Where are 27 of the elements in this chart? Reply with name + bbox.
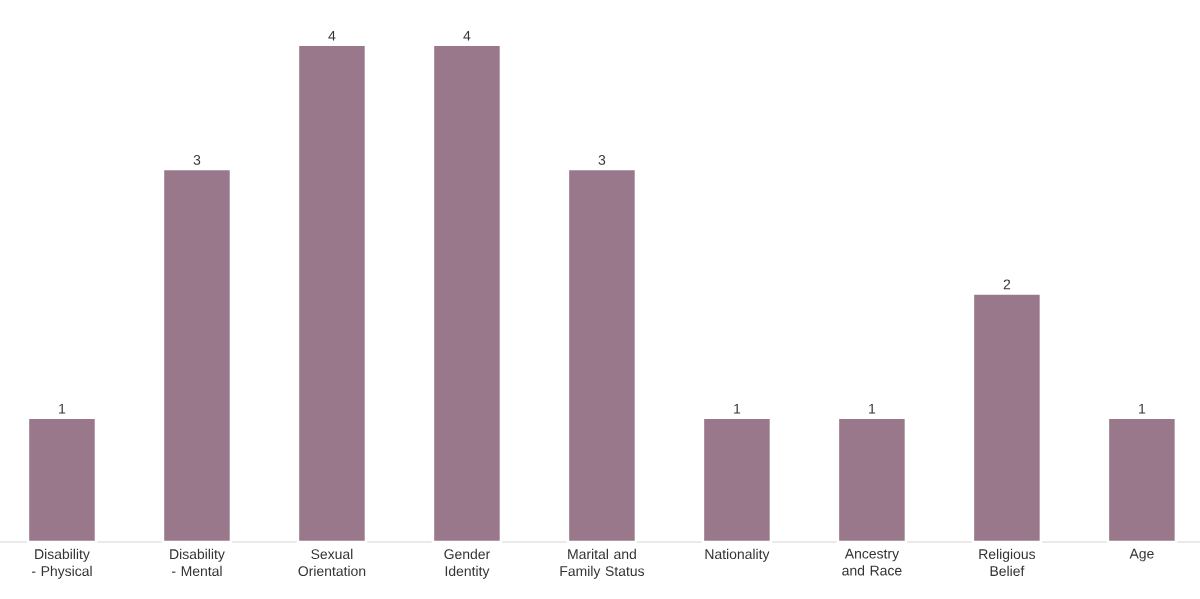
x-tick-label: Sexual Orientation	[298, 548, 366, 577]
data-label: 3	[598, 154, 606, 165]
data-label: 4	[463, 30, 471, 41]
bar	[1106, 416, 1178, 544]
data-label: 1	[59, 403, 66, 414]
x-tick-label: Religious Belief	[979, 548, 1036, 577]
bar	[26, 416, 98, 544]
bar	[296, 43, 368, 544]
x-tick-label: Marital and Family Status	[560, 548, 645, 579]
bar	[431, 43, 503, 544]
bar	[566, 167, 638, 544]
x-tick-label: Age	[1129, 548, 1154, 562]
data-label: 2	[1003, 279, 1011, 290]
bar	[701, 416, 773, 544]
data-label: 3	[193, 154, 201, 165]
x-tick-label: Nationality	[705, 548, 770, 562]
bar	[161, 167, 233, 544]
bar	[836, 416, 908, 544]
data-label: 1	[734, 403, 741, 414]
x-tick-label: Gender Identity	[444, 548, 490, 579]
x-tick-label: Ancestry and Race	[842, 548, 902, 576]
x-tick-label: Disability - Mental	[170, 548, 225, 577]
data-label: 1	[1139, 403, 1146, 414]
x-tick-label: Disability - Physical	[31, 548, 92, 579]
data-label: 1	[869, 403, 876, 414]
bar	[971, 292, 1043, 544]
data-label: 4	[328, 30, 336, 41]
